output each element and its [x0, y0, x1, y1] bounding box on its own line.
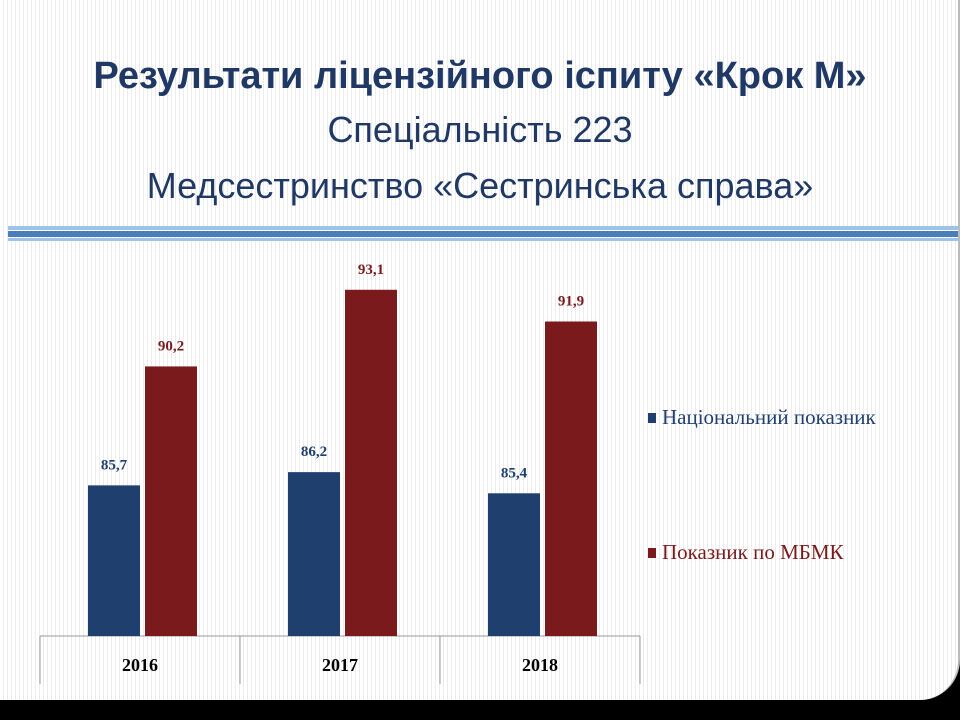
x-tick-label: 2018: [522, 655, 558, 675]
divider: [8, 226, 958, 230]
x-tick-label: 2017: [322, 655, 358, 675]
legend-swatch: [648, 413, 656, 423]
legend-label: Національний показник: [662, 405, 877, 429]
legend-swatch: [648, 548, 656, 558]
data-label: 85,4: [501, 465, 528, 481]
bar: [88, 485, 140, 636]
bar: [345, 289, 397, 636]
x-tick-label: 2016: [122, 655, 158, 675]
data-label: 86,2: [301, 444, 327, 460]
data-label: 90,2: [158, 338, 184, 354]
bar: [145, 366, 197, 636]
data-label: 93,1: [358, 262, 384, 278]
bar: [288, 472, 340, 636]
legend-label: Показник по МБМК: [662, 540, 844, 564]
subtitle: Спеціальність 223: [327, 109, 632, 150]
data-label: 85,7: [101, 457, 128, 473]
data-label: 91,9: [558, 294, 584, 310]
divider: [8, 231, 958, 237]
bar: [488, 493, 540, 636]
subtitle: Медсестринство «Сестринська справа»: [147, 165, 814, 206]
bar: [545, 321, 597, 636]
chart-title: Результати ліцензійного іспиту «Крок М»: [93, 55, 866, 97]
divider: [8, 238, 958, 241]
